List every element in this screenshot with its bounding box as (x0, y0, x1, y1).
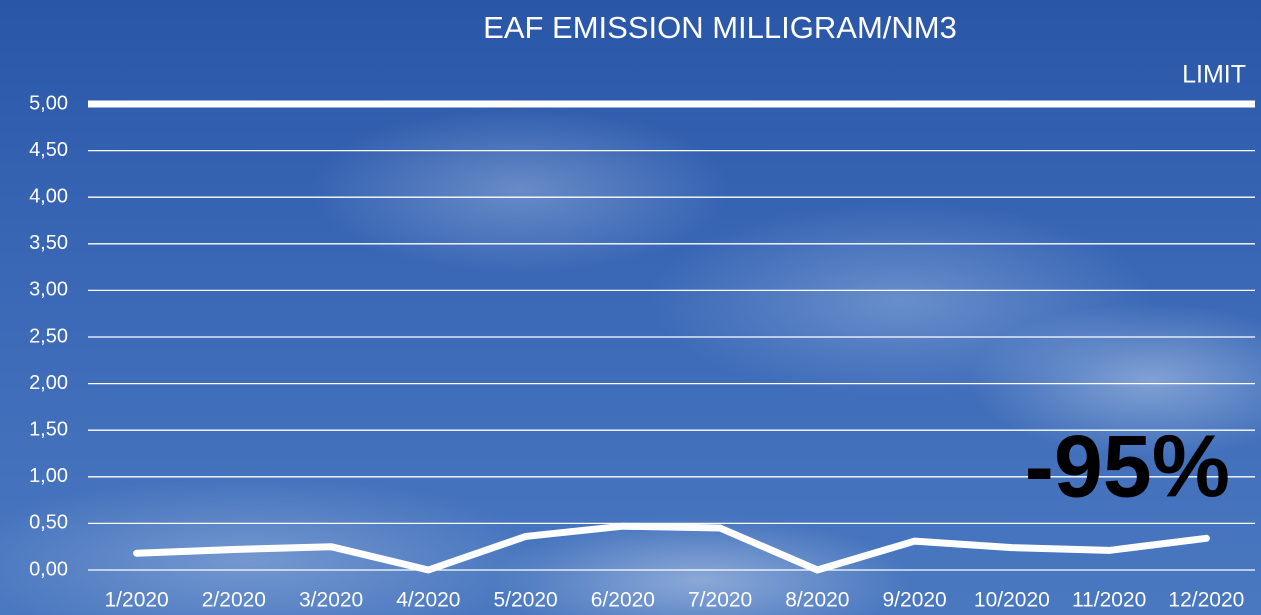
y-tick-label: 1,00 (29, 465, 68, 487)
y-tick-label: 4,00 (29, 185, 68, 207)
y-tick-label: 1,50 (29, 418, 68, 440)
x-tick-label: 8/2020 (785, 589, 849, 612)
x-tick-label: 10/2020 (974, 589, 1050, 612)
y-tick-label: 4,50 (29, 139, 68, 161)
x-tick-label: 6/2020 (591, 589, 655, 612)
limit-label: LIMIT (1182, 61, 1246, 89)
y-tick-label: 2,50 (29, 325, 68, 347)
x-tick-label: 9/2020 (883, 589, 947, 612)
y-tick-label: 2,00 (29, 372, 68, 394)
chart-title: EAF EMISSION MILLIGRAM/NM3 (483, 10, 957, 45)
x-tick-label: 1/2020 (105, 589, 169, 612)
y-tick-label: 3,50 (29, 232, 68, 254)
x-tick-label: 7/2020 (688, 589, 752, 612)
x-tick-label: 2/2020 (202, 589, 266, 612)
y-tick-label: 0,50 (29, 512, 68, 534)
chart-background: {"chart_data": {"type": "line", "title":… (0, 0, 1261, 615)
y-tick-label: 3,00 (29, 279, 68, 301)
data-line (137, 526, 1207, 570)
chart: EAF EMISSION MILLIGRAM/NM3 0,00 0,50 1,00 1… (0, 0, 1261, 615)
x-tick-label: 11/2020 (1072, 589, 1146, 612)
y-tick-label: 5,00 (29, 92, 68, 114)
x-tick-label: 5/2020 (494, 589, 558, 612)
x-tick-label: 12/2020 (1168, 589, 1244, 612)
y-tick-label: 0,00 (29, 558, 68, 580)
x-tick-label: 4/2020 (396, 589, 460, 612)
annotation: -95% (1025, 416, 1230, 515)
x-tick-label: 3/2020 (299, 589, 363, 612)
